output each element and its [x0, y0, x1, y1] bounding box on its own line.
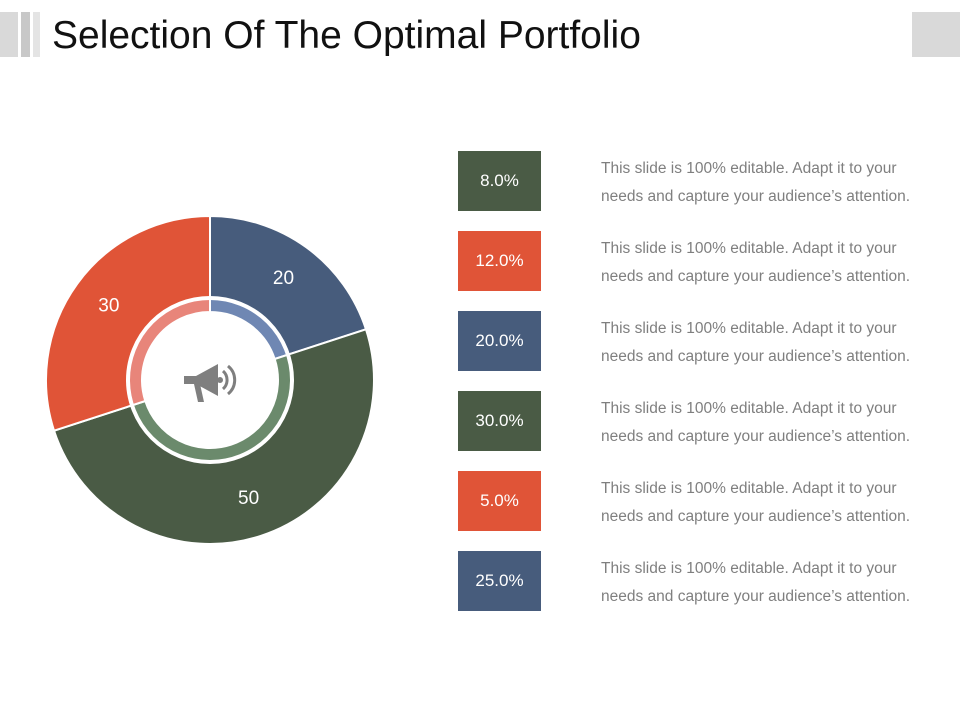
- megaphone-icon: [184, 364, 237, 402]
- page-title: Selection Of The Optimal Portfolio: [52, 14, 641, 57]
- legend-item: 25.0% This slide is 100% editable. Adapt …: [458, 551, 938, 611]
- legend-value-box: 20.0%: [458, 311, 541, 371]
- legend-item: 12.0% This slide is 100% editable. Adapt …: [458, 231, 938, 291]
- legend-item: 5.0% This slide is 100% editable. Adapt i…: [458, 471, 938, 531]
- legend-value-box: 8.0%: [458, 151, 541, 211]
- header-decor-bar: [33, 12, 40, 57]
- legend-value-box: 5.0%: [458, 471, 541, 531]
- legend-value-box: 12.0%: [458, 231, 541, 291]
- header-decor-bar: [21, 12, 30, 57]
- legend-item: 20.0% This slide is 100% editable. Adapt …: [458, 311, 938, 371]
- ring-separator: [126, 296, 294, 464]
- legend-description: This slide is 100% editable. Adapt it to…: [601, 400, 911, 445]
- legend-description: This slide is 100% editable. Adapt it to…: [601, 320, 911, 365]
- donut-chart: 20 50 30: [45, 214, 375, 545]
- legend-item: 8.0% This slide is 100% editable. Adapt i…: [458, 151, 938, 211]
- header-decor-block: [912, 12, 960, 57]
- legend-description: This slide is 100% editable. Adapt it to…: [601, 560, 911, 605]
- outer-ring: [45, 214, 375, 545]
- slice-labels: 20 50 30: [98, 268, 294, 509]
- legend-item: 30.0% This slide is 100% editable. Adapt …: [458, 391, 938, 451]
- donut-slice: [45, 214, 211, 432]
- inner-ring: [126, 296, 294, 464]
- header-decor-bar: [0, 12, 18, 57]
- legend-description: This slide is 100% editable. Adapt it to…: [601, 160, 911, 205]
- legend-description: This slide is 100% editable. Adapt it to…: [601, 240, 911, 285]
- slice-value-label: 30: [98, 296, 119, 317]
- legend-value-box: 30.0%: [458, 391, 541, 451]
- slice-value-label: 50: [238, 488, 259, 509]
- legend-value-box: 25.0%: [458, 551, 541, 611]
- slice-value-label: 20: [273, 268, 294, 289]
- legend-description: This slide is 100% editable. Adapt it to…: [601, 480, 911, 525]
